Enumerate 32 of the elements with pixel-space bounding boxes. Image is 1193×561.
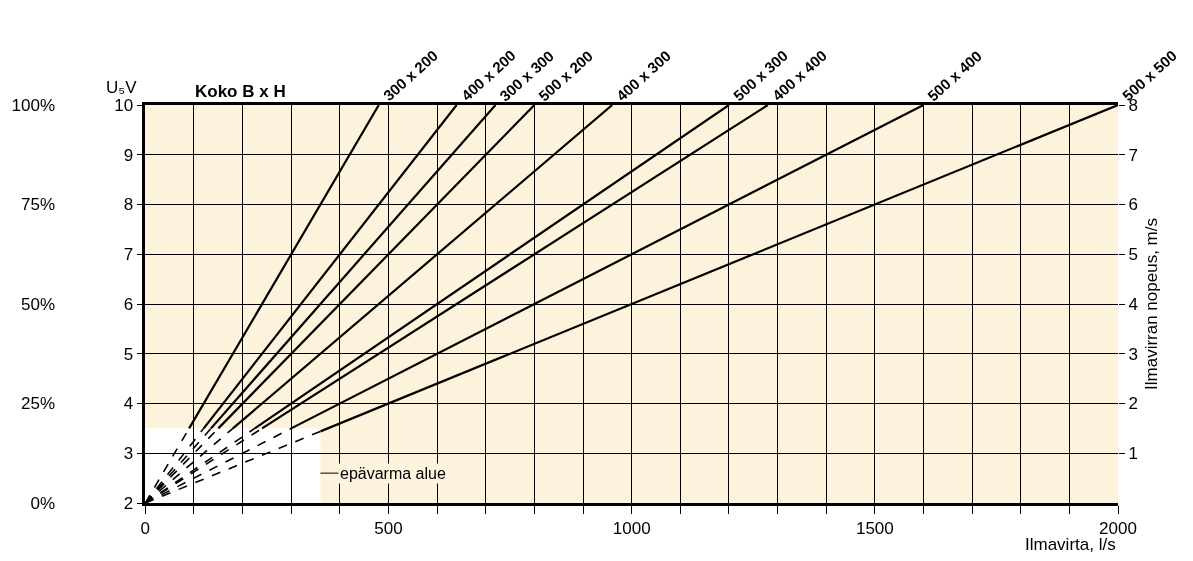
x-tick-label: 500 xyxy=(374,519,403,539)
y-tick-label: 4 xyxy=(123,394,134,414)
y-tick-label: 10 xyxy=(114,95,134,115)
x-tick-label: 1500 xyxy=(855,519,894,539)
y-tick-label: 2 xyxy=(123,493,134,513)
annotation: epävarma alue xyxy=(340,465,446,482)
y2-tick-label: 7 xyxy=(1128,145,1138,165)
y2-tick-label: 1 xyxy=(1128,444,1138,464)
y-tick-label: 6 xyxy=(123,294,134,314)
y-tick-label: 9 xyxy=(123,145,134,165)
y3-tick-label: 75% xyxy=(20,195,55,215)
text: 500 x 400 xyxy=(924,47,986,105)
y3-tick-label: 100% xyxy=(11,95,55,115)
y-tick-label: 5 xyxy=(123,344,134,364)
text: 400 x 300 xyxy=(612,47,674,105)
legend-title: Koko B x H xyxy=(195,82,286,101)
y3-tick-label: 50% xyxy=(20,294,55,314)
text: 300 x 200 xyxy=(379,46,441,105)
y2-tick-label: 6 xyxy=(1128,195,1138,215)
y3-tick-label: 0% xyxy=(30,493,55,513)
y2-tick-label: 4 xyxy=(1128,294,1138,314)
y2-tick-label: 2 xyxy=(1128,394,1138,414)
y2-axis-title: Ilmavirran nopeus, m/s xyxy=(1142,218,1162,390)
y3-tick-label: 25% xyxy=(20,394,55,414)
y2-tick-label: 5 xyxy=(1128,245,1138,265)
y-tick-label: 3 xyxy=(123,444,134,464)
y-tick-label: 7 xyxy=(123,245,134,265)
x-tick-label: 1000 xyxy=(612,519,651,539)
y-axis-title: U₅V xyxy=(106,78,138,97)
y-tick-label: 8 xyxy=(123,195,134,215)
y2-tick-label: 3 xyxy=(1128,344,1138,364)
x-tick-label: 0 xyxy=(140,519,151,539)
